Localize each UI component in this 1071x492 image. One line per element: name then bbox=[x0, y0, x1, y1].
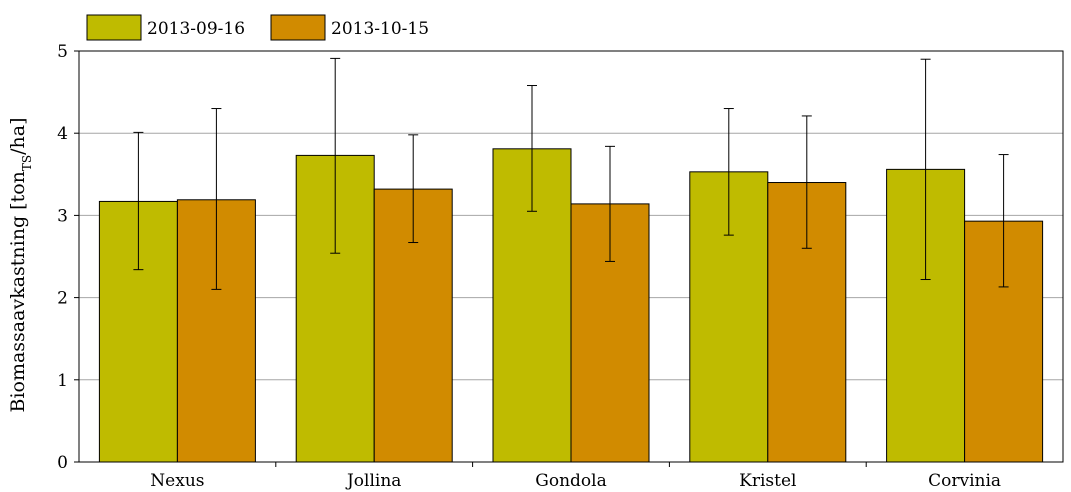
x-tick-label: Nexus bbox=[150, 471, 204, 491]
legend: 2013-09-16 2013-10-15 bbox=[86, 14, 429, 41]
x-tick-label: Corvinia bbox=[928, 471, 1001, 491]
y-axis-label-end: /ha] bbox=[7, 117, 29, 154]
legend-label: 2013-10-15 bbox=[331, 19, 429, 39]
legend-swatch bbox=[86, 14, 142, 41]
y-tick-label: 0 bbox=[57, 453, 68, 473]
y-axis-label-main: Biomassaavkastning [ton bbox=[7, 171, 29, 412]
x-tick-label: Kristel bbox=[739, 471, 796, 491]
plot-frame bbox=[78, 50, 1064, 463]
legend-label: 2013-09-16 bbox=[147, 19, 245, 39]
y-tick-label: 2 bbox=[57, 289, 68, 309]
legend-swatch bbox=[270, 14, 326, 41]
y-axis-label: Biomassaavkastning [tonTS/ha] bbox=[7, 117, 34, 412]
y-tick-label: 5 bbox=[57, 42, 68, 62]
y-axis-ticks: 0 1 2 3 4 5 bbox=[57, 42, 79, 473]
x-tick-label: Gondola bbox=[535, 471, 606, 491]
error-bars bbox=[133, 57, 1009, 290]
y-tick-label: 1 bbox=[57, 371, 68, 391]
x-tick-label: Jollina bbox=[345, 471, 401, 491]
y-tick-label: 4 bbox=[57, 124, 68, 144]
y-axis-label-sub: TS bbox=[20, 155, 34, 171]
bars bbox=[98, 148, 1044, 463]
x-axis-labels: Nexus Jollina Gondola Kristel Corvinia bbox=[150, 462, 1001, 491]
y-tick-label: 3 bbox=[57, 206, 68, 226]
